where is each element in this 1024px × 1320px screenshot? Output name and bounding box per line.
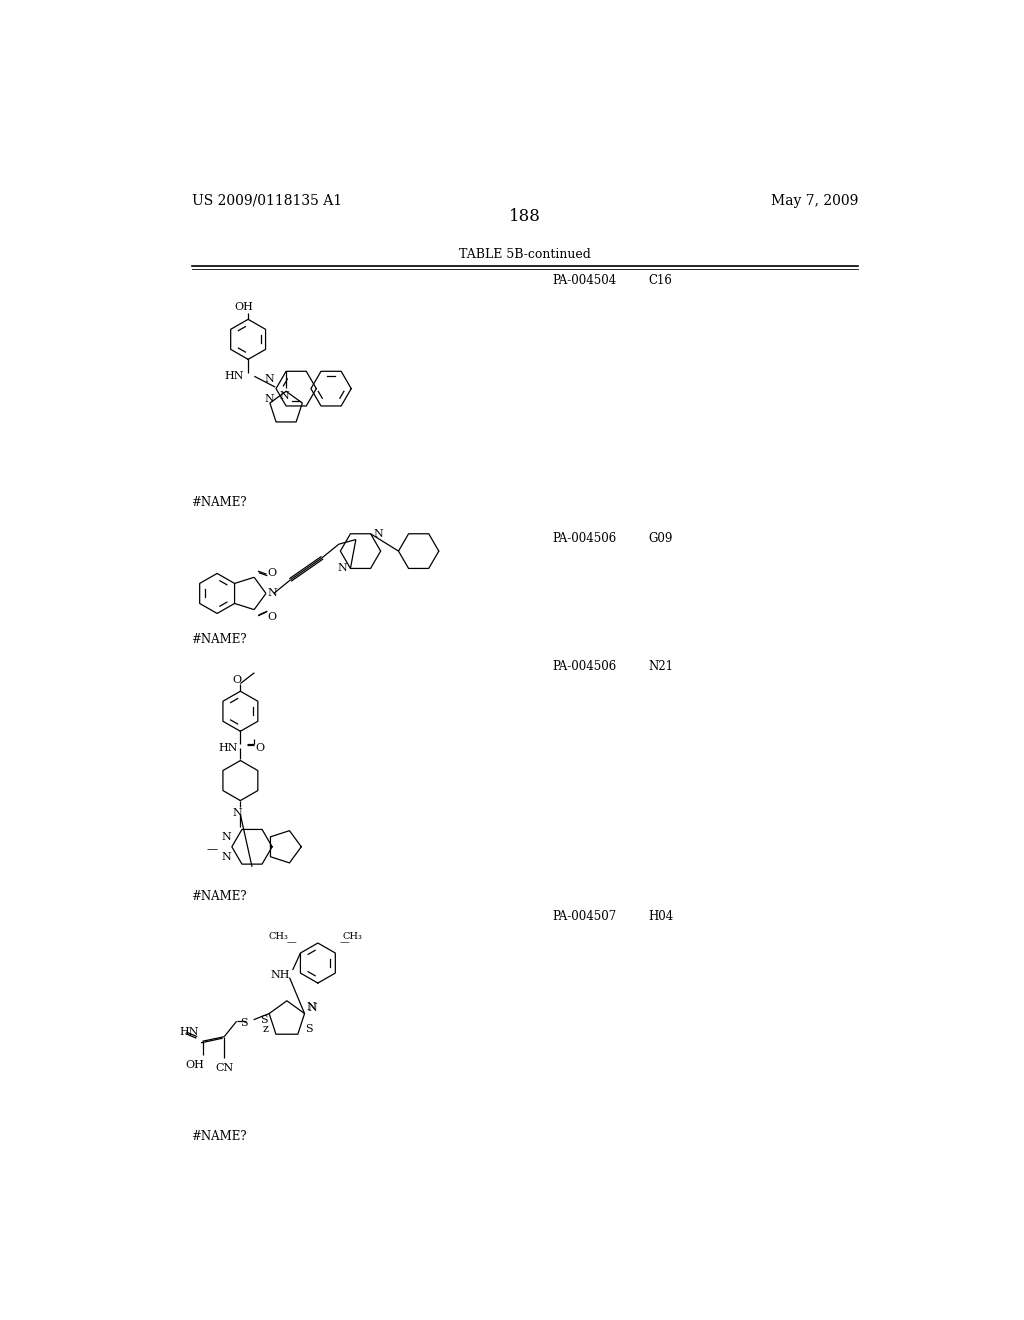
Text: N: N xyxy=(232,808,242,818)
Text: O: O xyxy=(267,611,276,622)
Text: N: N xyxy=(374,529,383,539)
Text: N21: N21 xyxy=(649,660,674,673)
Text: O: O xyxy=(232,676,241,685)
Text: N: N xyxy=(222,851,231,862)
Text: #NAME?: #NAME? xyxy=(191,496,247,510)
Text: N: N xyxy=(338,564,347,573)
Text: US 2009/0118135 A1: US 2009/0118135 A1 xyxy=(191,194,342,207)
Text: N: N xyxy=(222,832,231,842)
Text: G09: G09 xyxy=(649,532,673,545)
Text: N: N xyxy=(265,374,274,384)
Text: PA-004506: PA-004506 xyxy=(553,532,616,545)
Text: 188: 188 xyxy=(509,207,541,224)
Text: #NAME?: #NAME? xyxy=(191,634,247,647)
Text: PA-004507: PA-004507 xyxy=(553,911,616,924)
Text: S: S xyxy=(305,1023,313,1034)
Text: C16: C16 xyxy=(649,273,673,286)
Text: OH: OH xyxy=(185,1060,204,1069)
Text: May 7, 2009: May 7, 2009 xyxy=(771,194,858,207)
Text: NH: NH xyxy=(270,970,290,979)
Text: PA-004506: PA-004506 xyxy=(553,660,616,673)
Text: N: N xyxy=(280,391,290,401)
Text: S: S xyxy=(260,1015,267,1026)
Text: z: z xyxy=(262,1023,268,1034)
Text: O: O xyxy=(256,743,265,754)
Text: HN: HN xyxy=(179,1027,199,1038)
Text: O: O xyxy=(267,569,276,578)
Text: N: N xyxy=(307,1003,316,1014)
Text: #NAME?: #NAME? xyxy=(191,890,247,903)
Text: OH: OH xyxy=(234,302,254,312)
Text: HN: HN xyxy=(219,743,239,754)
Text: CH₃: CH₃ xyxy=(343,932,362,941)
Text: HN: HN xyxy=(225,371,245,381)
Text: #NAME?: #NAME? xyxy=(191,1130,247,1143)
Text: S: S xyxy=(240,1018,248,1028)
Text: H04: H04 xyxy=(649,911,674,924)
Text: N: N xyxy=(267,589,278,598)
Text: CH₃: CH₃ xyxy=(268,932,289,941)
Text: —: — xyxy=(287,937,296,946)
Text: CN: CN xyxy=(215,1063,233,1073)
Text: N: N xyxy=(306,1002,315,1012)
Text: N: N xyxy=(265,393,274,404)
Text: PA-004504: PA-004504 xyxy=(553,273,616,286)
Text: —: — xyxy=(207,843,217,854)
Text: —: — xyxy=(340,937,349,946)
Text: TABLE 5B-continued: TABLE 5B-continued xyxy=(459,248,591,261)
